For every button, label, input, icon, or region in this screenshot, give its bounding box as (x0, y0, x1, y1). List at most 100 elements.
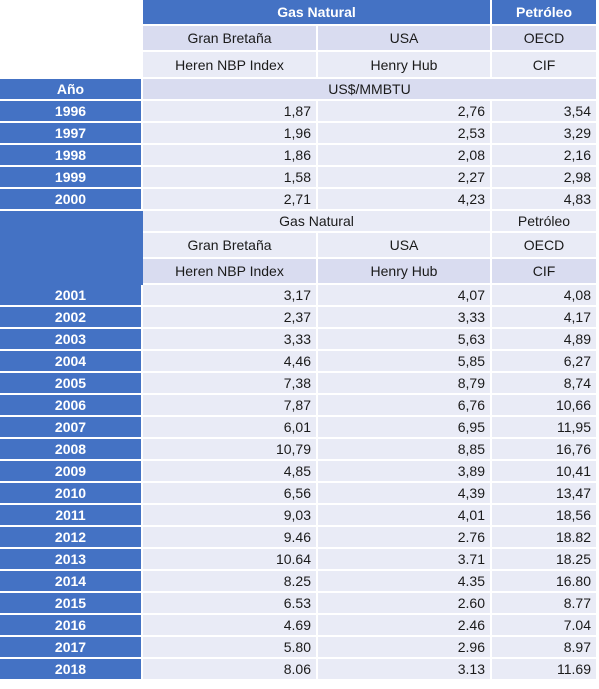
year-cell: 2009 (0, 461, 143, 483)
table-row: 2007 6,01 6,95 11,95 (0, 417, 598, 439)
year-cell: 1996 (0, 101, 143, 123)
table-row: 2018 8.06 3.13 11.69 (0, 659, 598, 681)
header-heren-index: Heren NBP Index (143, 259, 318, 285)
usa-value: 8,79 (318, 373, 492, 395)
usa-value: 4,07 (318, 285, 492, 307)
table-row: 2002 2,37 3,33 4,17 (0, 307, 598, 329)
year-cell: 1999 (0, 167, 143, 189)
table-row: 2014 8.25 4.35 16.80 (0, 571, 598, 593)
gran-bretana-value: 7,87 (143, 395, 318, 417)
gran-bretana-value: 2,37 (143, 307, 318, 329)
table-row: 2013 10.64 3.71 18.25 (0, 549, 598, 571)
table-row: 2008 10,79 8,85 16,76 (0, 439, 598, 461)
oecd-value: 13,47 (492, 483, 598, 505)
oecd-value: 16.80 (492, 571, 598, 593)
oecd-value: 18.82 (492, 527, 598, 549)
year-cell: 2016 (0, 615, 143, 637)
year-cell: 2015 (0, 593, 143, 615)
usa-value: 2,27 (318, 167, 492, 189)
header-heren-index: Heren NBP Index (143, 52, 318, 79)
gran-bretana-value: 9.46 (143, 527, 318, 549)
usa-value: 4,39 (318, 483, 492, 505)
usa-value: 3,89 (318, 461, 492, 483)
year-cell: 2018 (0, 659, 143, 681)
blank-corner (0, 211, 143, 285)
gran-bretana-value: 1,87 (143, 101, 318, 123)
oecd-value: 8,74 (492, 373, 598, 395)
usa-value: 4,23 (318, 189, 492, 211)
table-row: 2009 4,85 3,89 10,41 (0, 461, 598, 483)
table-row: 1998 1,86 2,08 2,16 (0, 145, 598, 167)
header-petroleo: Petróleo (492, 211, 598, 233)
gran-bretana-value: 6.53 (143, 593, 318, 615)
oecd-value: 8.77 (492, 593, 598, 615)
header-gran-bretana: Gran Bretaña (143, 26, 318, 52)
oecd-value: 4,17 (492, 307, 598, 329)
gran-bretana-value: 10,79 (143, 439, 318, 461)
usa-value: 5,85 (318, 351, 492, 373)
usa-value: 3.13 (318, 659, 492, 681)
usa-value: 4,01 (318, 505, 492, 527)
header-usa: USA (318, 26, 492, 52)
usa-value: 6,76 (318, 395, 492, 417)
oecd-value: 8.97 (492, 637, 598, 659)
gran-bretana-value: 3,33 (143, 329, 318, 351)
usa-value: 5,63 (318, 329, 492, 351)
table-row: 1996 1,87 2,76 3,54 (0, 101, 598, 123)
year-cell: 2002 (0, 307, 143, 329)
oecd-value: 10,41 (492, 461, 598, 483)
table-row: 2016 4.69 2.46 7.04 (0, 615, 598, 637)
usa-value: 6,95 (318, 417, 492, 439)
gran-bretana-value: 6,56 (143, 483, 318, 505)
usa-value: 4.35 (318, 571, 492, 593)
year-cell: 2014 (0, 571, 143, 593)
table-row: 2015 6.53 2.60 8.77 (0, 593, 598, 615)
usa-value: 2.76 (318, 527, 492, 549)
oecd-value: 4,83 (492, 189, 598, 211)
header-henry-hub: Henry Hub (318, 259, 492, 285)
year-cell: 2017 (0, 637, 143, 659)
table-row: 2003 3,33 5,63 4,89 (0, 329, 598, 351)
gran-bretana-value: 8.25 (143, 571, 318, 593)
oecd-value: 11.69 (492, 659, 598, 681)
year-cell: 2003 (0, 329, 143, 351)
year-cell: 2008 (0, 439, 143, 461)
year-cell: 2007 (0, 417, 143, 439)
gran-bretana-value: 1,86 (143, 145, 318, 167)
header-oecd: OECD (492, 26, 598, 52)
year-cell: 2013 (0, 549, 143, 571)
oecd-value: 16,76 (492, 439, 598, 461)
table-row: 1997 1,96 2,53 3,29 (0, 123, 598, 145)
table-row: 2011 9,03 4,01 18,56 (0, 505, 598, 527)
usa-value: 2.96 (318, 637, 492, 659)
gran-bretana-value: 4.69 (143, 615, 318, 637)
table-row: 2005 7,38 8,79 8,74 (0, 373, 598, 395)
header-gas-natural: Gas Natural (143, 211, 492, 233)
table-row: 2017 5.80 2.96 8.97 (0, 637, 598, 659)
table-row: 2004 4,46 5,85 6,27 (0, 351, 598, 373)
gran-bretana-value: 5.80 (143, 637, 318, 659)
year-cell: 2012 (0, 527, 143, 549)
year-cell: 2001 (0, 285, 143, 307)
oecd-value: 3,54 (492, 101, 598, 123)
header-anio: Año (0, 79, 143, 101)
gran-bretana-value: 9,03 (143, 505, 318, 527)
oecd-value: 7.04 (492, 615, 598, 637)
table-row: 2001 3,17 4,07 4,08 (0, 285, 598, 307)
usa-value: 3.71 (318, 549, 492, 571)
header-cif: CIF (492, 259, 598, 285)
gran-bretana-value: 3,17 (143, 285, 318, 307)
oecd-value: 3,29 (492, 123, 598, 145)
oecd-value: 2,98 (492, 167, 598, 189)
blank-corner (0, 26, 143, 52)
header-oecd: OECD (492, 233, 598, 259)
usa-value: 8,85 (318, 439, 492, 461)
gran-bretana-value: 1,58 (143, 167, 318, 189)
table-row: 2012 9.46 2.76 18.82 (0, 527, 598, 549)
oecd-value: 6,27 (492, 351, 598, 373)
year-cell: 2010 (0, 483, 143, 505)
gran-bretana-value: 6,01 (143, 417, 318, 439)
gran-bretana-value: 1,96 (143, 123, 318, 145)
usa-value: 2,53 (318, 123, 492, 145)
